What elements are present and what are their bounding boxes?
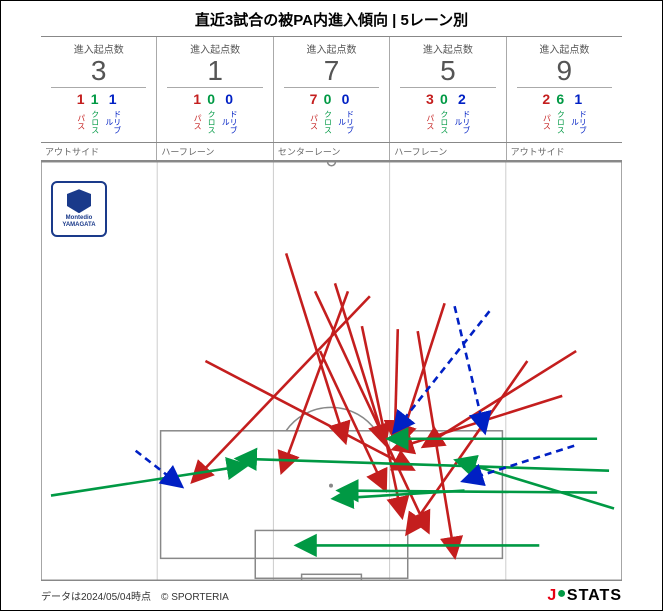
- bd-dribble-val: 0: [225, 92, 233, 106]
- bd-dribble-label: ドリブル: [454, 108, 470, 136]
- lane-breakdown: 1 パス 1 クロス 1 ドリブル: [43, 92, 154, 136]
- lane-stat: 進入起点数9 2 パス 6 クロス 1 ドリブル: [507, 37, 622, 142]
- bd-pass-val: 1: [77, 92, 85, 106]
- lane-header-label: 進入起点数: [392, 41, 503, 56]
- bd-dribble-val: 1: [109, 92, 117, 106]
- lane-name-label: ハーフレーン: [157, 143, 273, 160]
- lane-total: 9: [517, 56, 612, 88]
- figure-root: 直近3試合の被PA内進入傾向 | 5レーン別 進入起点数31パス1クロス1ドリブ…: [0, 0, 663, 611]
- bd-cross-val: 0: [207, 92, 215, 106]
- pitch-svg: [41, 161, 622, 581]
- lane-name-label: センターレーン: [274, 143, 390, 160]
- lane-header-label: 進入起点数: [509, 41, 620, 56]
- arrow-pass: [395, 329, 398, 439]
- bd-pass-val: 3: [426, 92, 434, 106]
- bd-cross-label: クロス: [207, 108, 215, 136]
- logo-stats: STATS: [567, 587, 622, 604]
- bd-pass-label: パス: [310, 108, 318, 136]
- arrow-cross: [238, 458, 609, 470]
- bd-dribble-val: 2: [458, 92, 466, 106]
- stats-logo: J●STATS: [547, 587, 622, 605]
- lane-breakdown: 3 パス 0 クロス 2 ドリブル: [392, 92, 503, 136]
- bd-cross-val: 0: [324, 92, 332, 106]
- lane-breakdown: 7 パス 0 クロス 0 ドリブル: [276, 92, 387, 136]
- bd-cross-label: クロス: [324, 108, 332, 136]
- lane-stat: 進入起点数3 1 パス 1 クロス 1 ドリブル: [41, 37, 157, 142]
- bd-cross-label: クロス: [440, 108, 448, 136]
- lane-total: 1: [167, 56, 262, 88]
- lane-total: 7: [284, 56, 379, 88]
- bd-dribble-val: 0: [342, 92, 350, 106]
- footer-note: データは2024/05/04時点 © SPORTERIA: [41, 588, 229, 603]
- lane-header-label: 進入起点数: [159, 41, 270, 56]
- lane-breakdown: 2 パス 6 クロス 1 ドリブル: [509, 92, 620, 136]
- arrow-dribble: [465, 446, 575, 481]
- bd-pass-label: パス: [193, 108, 201, 136]
- bd-cross-val: 1: [91, 92, 99, 106]
- bd-pass-val: 1: [193, 92, 201, 106]
- bd-dribble-label: ドリブル: [105, 108, 121, 136]
- figure-title: 直近3試合の被PA内進入傾向 | 5レーン別: [1, 1, 662, 36]
- lane-stats-row: 進入起点数31パス1クロス1ドリブル進入起点数11パス0クロス0ドリブル進入起点…: [41, 36, 622, 143]
- bd-pass-label: パス: [426, 108, 434, 136]
- bd-dribble-val: 1: [574, 92, 582, 106]
- lane-names-row: アウトサイドハーフレーンセンターレーンハーフレーンアウトサイド: [41, 143, 622, 161]
- bd-pass-label: パス: [542, 108, 550, 136]
- arrow-pass: [400, 303, 445, 443]
- bd-pass-val: 2: [542, 92, 550, 106]
- lane-header-label: 進入起点数: [276, 41, 387, 56]
- lane-name-label: アウトサイド: [41, 143, 157, 160]
- bd-cross-label: クロス: [91, 108, 99, 136]
- lane-stat: 進入起点数11パス0クロス0ドリブル: [157, 37, 273, 142]
- lane-header-label: 進入起点数: [43, 41, 154, 56]
- bd-pass-val: 7: [310, 92, 318, 106]
- bd-pass-label: パス: [77, 108, 85, 136]
- pitch-area: Montedio YAMAGATA: [41, 161, 622, 581]
- lane-breakdown: 1 パス 0 クロス 0 ドリブル: [159, 92, 270, 136]
- lane-total: 5: [400, 56, 495, 88]
- logo-dot-icon: ●: [557, 585, 566, 603]
- arrow-pass: [193, 296, 369, 480]
- lane-name-label: アウトサイド: [507, 143, 622, 160]
- bd-cross-label: クロス: [556, 108, 564, 136]
- lane-name-label: ハーフレーン: [390, 143, 506, 160]
- logo-j: J: [547, 587, 555, 604]
- lane-total: 3: [51, 56, 146, 88]
- bd-cross-val: 0: [440, 92, 448, 106]
- arrow-cross: [51, 465, 245, 495]
- bd-dribble-label: ドリブル: [570, 108, 586, 136]
- arrow-pass: [282, 291, 348, 470]
- bd-dribble-label: ドリブル: [221, 108, 237, 136]
- arrow-pass: [286, 253, 345, 440]
- lane-stat: 進入起点数5 3 パス 0 クロス 2 ドリブル: [390, 37, 506, 142]
- bd-cross-val: 6: [556, 92, 564, 106]
- figure-footer: データは2024/05/04時点 © SPORTERIA J●STATS: [1, 581, 662, 605]
- bd-dribble-label: ドリブル: [338, 108, 354, 136]
- lane-stat: 進入起点数77パス0クロス0ドリブル: [274, 37, 390, 142]
